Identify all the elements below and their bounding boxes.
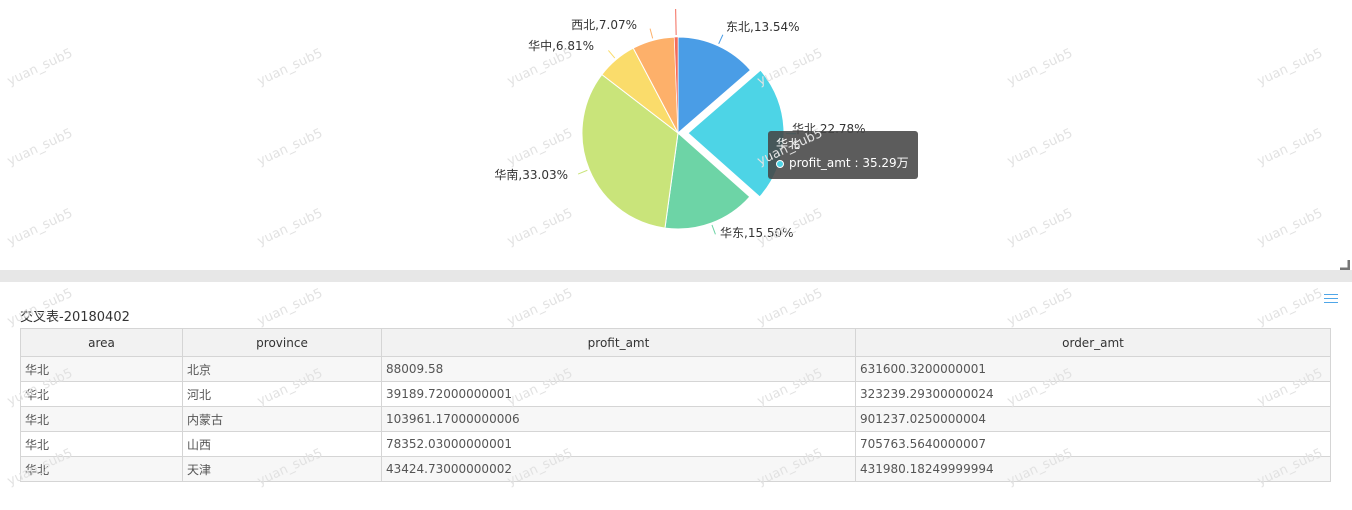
pie-leader-line [649,28,654,39]
chart-tooltip: 华北 profit_amt : 35.29万 [768,131,918,179]
column-header-province[interactable]: province [182,328,382,357]
pie-leader-line [607,50,616,59]
menu-icon[interactable] [1324,294,1338,306]
tooltip-marker-icon [776,159,784,168]
table-cell: 78352.03000000001 [381,431,856,457]
tooltip-value: profit_amt : 35.29万 [789,156,909,170]
table-row: 华北 山西 78352.03000000001 705763.564000000… [20,431,1331,457]
pie-slice-4[interactable] [581,73,679,229]
column-header-profit-amt[interactable]: profit_amt [381,328,856,357]
pie-leader-line [711,224,716,235]
table-cell: 内蒙古 [182,406,382,432]
table-cell: 43424.73000000002 [381,456,856,482]
table-cell: 天津 [182,456,382,482]
table-cell: 705763.5640000007 [855,431,1331,457]
table-row: 华北 北京 88009.58 631600.3200000001 [20,356,1331,382]
table-cell: 88009.58 [381,356,856,382]
table-row: 华北 内蒙古 103961.17000000006 901237.0250000… [20,406,1331,432]
crosstab-panel: 交叉表-20180402 area province profit_amt or… [0,282,1352,510]
table-cell: 华北 [20,381,183,407]
table-cell: 631600.3200000001 [855,356,1331,382]
table-title: 交叉表-20180402 [20,310,130,325]
table-cell: 北京 [182,356,382,382]
table-cell: 华北 [20,406,183,432]
pie-chart-panel: 东北,13.54% 华北,22.78% 华东,15.50% 华南,33.03% 华中,6… [494,9,1350,270]
pie-chart: 东北,13.54%华北,22.78%华东,15.50%华南,33.03%华中,6… [494,9,866,240]
pie-label-6: 西北,7.07% [571,18,637,32]
pie-slice-3[interactable] [664,132,751,230]
tooltip-value-row: profit_amt : 35.29万 [776,153,910,173]
column-header-area[interactable]: area [20,328,183,357]
table-cell: 323239.29300000024 [855,381,1331,407]
table-cell: 39189.72000000001 [381,381,856,407]
panel-divider [0,270,1352,282]
table-cell: 河北 [182,381,382,407]
table-row: 华北 天津 43424.73000000002 431980.182499999… [20,456,1331,482]
table-cell: 431980.18249999994 [855,456,1331,482]
table-row: 华北 河北 39189.72000000001 323239.293000000… [20,381,1331,407]
table-cell: 华北 [20,456,183,482]
table-header-row: area province profit_amt order_amt [20,328,1331,357]
pie-label-5: 华中,6.81% [528,38,594,53]
column-header-order-amt[interactable]: order_amt [855,328,1331,357]
pie-leader-line [718,34,724,45]
table-cell: 103961.17000000006 [381,406,856,432]
pie-slice-7[interactable] [674,36,679,134]
table-cell: 华北 [20,356,183,382]
pie-label-3: 华东,15.50% [720,226,794,240]
table-cell: 山西 [182,431,382,457]
pie-leader-line [577,169,588,175]
table-cell: 华北 [20,431,183,457]
resize-handle-icon[interactable] [1338,258,1350,270]
pie-label-4: 华南,33.03% [494,167,568,182]
pie-slice-1[interactable] [677,36,752,135]
tooltip-series-name: 华北 [776,137,801,151]
table-cell: 901237.0250000004 [855,406,1331,432]
crosstab-table: area province profit_amt order_amt 华北 北京… [20,328,1331,482]
pie-label-1: 东北,13.54% [726,20,800,34]
